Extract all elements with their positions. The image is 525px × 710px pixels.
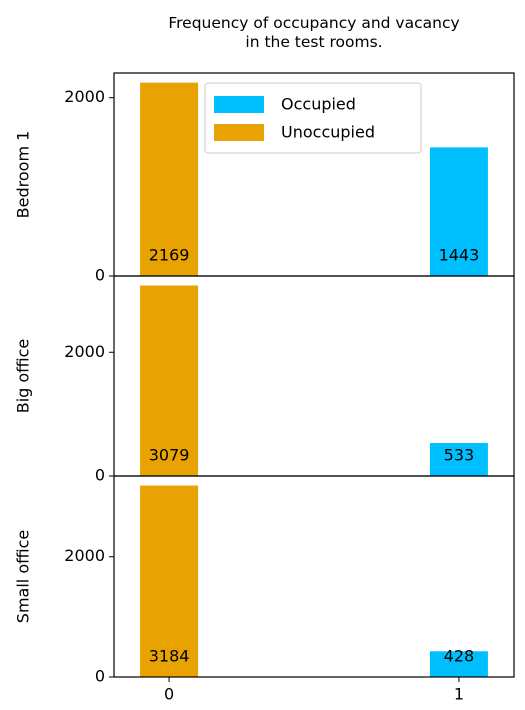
bar	[140, 285, 199, 476]
bar	[429, 443, 488, 476]
legend-swatch	[214, 96, 264, 113]
y-tick-label: 2000	[64, 546, 105, 565]
bar	[140, 485, 199, 677]
y-axis-label: Big office	[14, 339, 33, 414]
legend-label: Unoccupied	[281, 123, 375, 142]
y-tick-label: 0	[95, 466, 105, 485]
y-tick-label: 2000	[64, 342, 105, 361]
bar	[429, 147, 488, 276]
legend: Occupied Unoccupied	[204, 82, 422, 154]
y-axis-label: Small office	[14, 530, 33, 623]
value-label: 1443	[439, 246, 480, 265]
chart-title: Frequency of occupancy and vacancy in th…	[168, 14, 460, 51]
y-tick-label: 0	[95, 266, 105, 285]
value-label: 428	[444, 647, 475, 666]
bar	[140, 82, 199, 277]
bar	[429, 651, 488, 677]
value-label: 2169	[149, 246, 190, 265]
value-label: 3184	[149, 647, 190, 666]
y-tick-label: 2000	[64, 87, 105, 106]
y-axis-label: Bedroom 1	[14, 131, 33, 219]
y-tick-label: 0	[95, 667, 105, 686]
x-tick-label: 1	[454, 685, 464, 704]
value-label: 3079	[149, 446, 190, 465]
legend-swatch	[214, 124, 264, 141]
axes-frame	[113, 475, 515, 678]
x-tick-label: 0	[164, 685, 174, 704]
legend-box	[204, 82, 422, 154]
value-label: 533	[444, 446, 475, 465]
legend-label: Occupied	[281, 95, 356, 114]
